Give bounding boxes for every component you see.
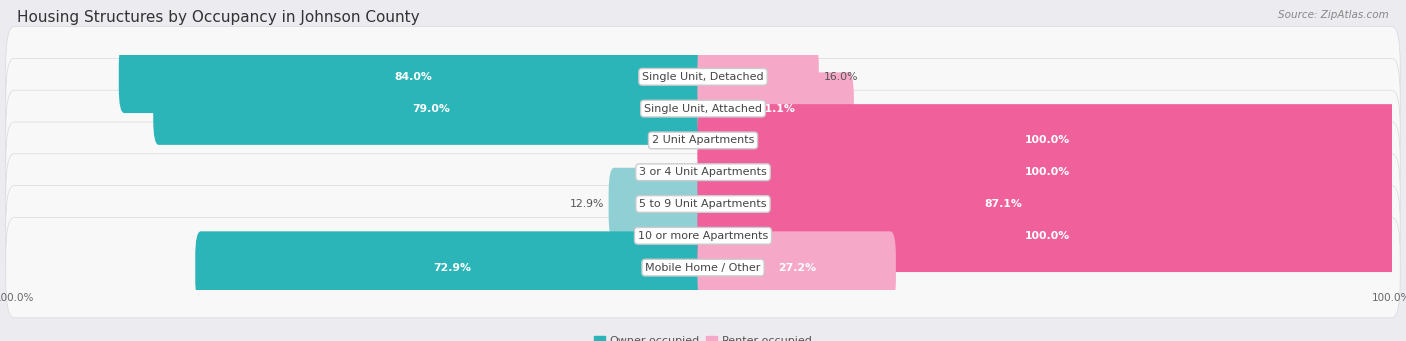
Text: 3 or 4 Unit Apartments: 3 or 4 Unit Apartments bbox=[640, 167, 766, 177]
Text: 21.1%: 21.1% bbox=[756, 104, 794, 114]
Text: 12.9%: 12.9% bbox=[569, 199, 603, 209]
Text: 87.1%: 87.1% bbox=[984, 199, 1022, 209]
FancyBboxPatch shape bbox=[6, 186, 1400, 286]
FancyBboxPatch shape bbox=[609, 168, 709, 240]
Text: 72.9%: 72.9% bbox=[433, 263, 471, 272]
FancyBboxPatch shape bbox=[697, 231, 896, 304]
FancyBboxPatch shape bbox=[697, 199, 1398, 272]
FancyBboxPatch shape bbox=[6, 122, 1400, 222]
FancyBboxPatch shape bbox=[118, 41, 709, 113]
FancyBboxPatch shape bbox=[6, 154, 1400, 254]
Text: 5 to 9 Unit Apartments: 5 to 9 Unit Apartments bbox=[640, 199, 766, 209]
FancyBboxPatch shape bbox=[6, 217, 1400, 318]
FancyBboxPatch shape bbox=[697, 41, 818, 113]
FancyBboxPatch shape bbox=[697, 104, 1398, 177]
Text: 0.0%: 0.0% bbox=[665, 135, 693, 145]
FancyBboxPatch shape bbox=[697, 168, 1309, 240]
Text: Mobile Home / Other: Mobile Home / Other bbox=[645, 263, 761, 272]
Legend: Owner-occupied, Renter-occupied: Owner-occupied, Renter-occupied bbox=[589, 331, 817, 341]
Text: 16.0%: 16.0% bbox=[824, 72, 858, 82]
FancyBboxPatch shape bbox=[697, 72, 853, 145]
FancyBboxPatch shape bbox=[195, 231, 709, 304]
Text: 0.0%: 0.0% bbox=[665, 167, 693, 177]
Text: Housing Structures by Occupancy in Johnson County: Housing Structures by Occupancy in Johns… bbox=[17, 10, 419, 25]
FancyBboxPatch shape bbox=[697, 136, 1398, 208]
FancyBboxPatch shape bbox=[6, 90, 1400, 191]
Text: 10 or more Apartments: 10 or more Apartments bbox=[638, 231, 768, 241]
FancyBboxPatch shape bbox=[153, 72, 709, 145]
Text: Single Unit, Attached: Single Unit, Attached bbox=[644, 104, 762, 114]
Text: 84.0%: 84.0% bbox=[395, 72, 433, 82]
FancyBboxPatch shape bbox=[6, 27, 1400, 127]
Text: 100.0%: 100.0% bbox=[1025, 231, 1070, 241]
Text: 100.0%: 100.0% bbox=[1025, 135, 1070, 145]
Text: Single Unit, Detached: Single Unit, Detached bbox=[643, 72, 763, 82]
Text: 27.2%: 27.2% bbox=[778, 263, 815, 272]
Text: 79.0%: 79.0% bbox=[412, 104, 450, 114]
Text: 0.0%: 0.0% bbox=[665, 231, 693, 241]
FancyBboxPatch shape bbox=[6, 58, 1400, 159]
Text: 2 Unit Apartments: 2 Unit Apartments bbox=[652, 135, 754, 145]
Text: 100.0%: 100.0% bbox=[1025, 167, 1070, 177]
Text: Source: ZipAtlas.com: Source: ZipAtlas.com bbox=[1278, 10, 1389, 20]
